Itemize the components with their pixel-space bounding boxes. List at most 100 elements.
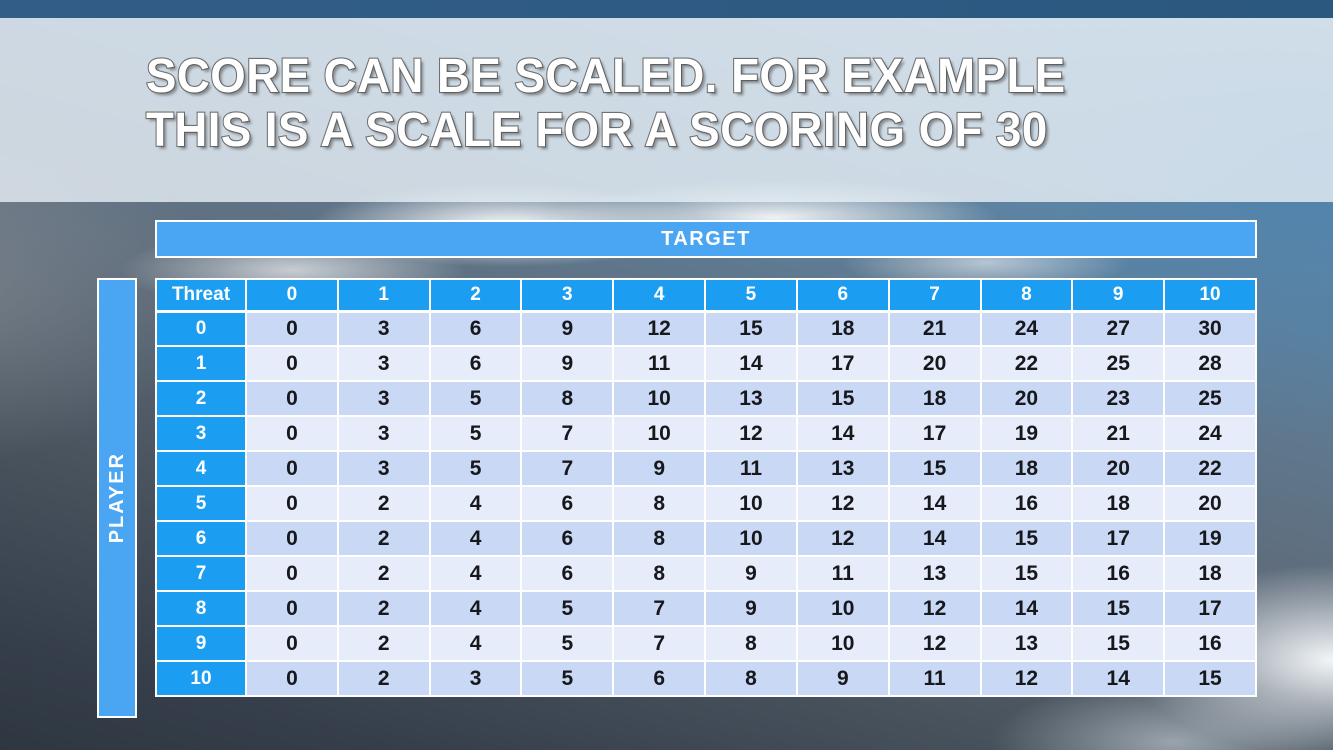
column-header-cell: 8 <box>979 278 1074 313</box>
score-cell: 19 <box>979 415 1074 452</box>
score-cell: 11 <box>887 660 982 697</box>
score-table-head: Threat 0 1 2 3 4 5 6 7 8 9 10 <box>155 278 1257 313</box>
score-cell: 4 <box>428 520 523 557</box>
score-cell: 11 <box>612 345 707 382</box>
score-cell: 9 <box>520 345 615 382</box>
score-cell: 10 <box>612 415 707 452</box>
score-cell: 4 <box>428 485 523 522</box>
score-cell: 15 <box>887 450 982 487</box>
score-cell: 9 <box>704 590 798 627</box>
score-cell: 2 <box>336 660 431 697</box>
column-header-cell: 1 <box>336 278 431 313</box>
score-cell: 6 <box>428 345 523 382</box>
score-cell: 7 <box>612 590 707 627</box>
row-header-cell: 2 <box>155 380 247 417</box>
column-header-cell: 6 <box>795 278 890 313</box>
score-cell: 10 <box>704 485 798 522</box>
row-header-cell: 3 <box>155 415 247 452</box>
row-header-cell: 1 <box>155 345 247 382</box>
score-cell: 0 <box>245 310 339 347</box>
score-cell: 3 <box>336 415 431 452</box>
score-cell: 18 <box>979 450 1074 487</box>
score-cell: 2 <box>336 555 431 592</box>
score-cell: 5 <box>520 625 615 662</box>
column-header-cell: 9 <box>1071 278 1166 313</box>
table-row: 0 0 3 6 9 12 15 18 21 24 27 30 <box>155 310 1257 347</box>
score-table: Threat 0 1 2 3 4 5 6 7 8 9 10 0 0 3 6 9 12 15 18 21 24 27 30 1 0… <box>155 278 1257 697</box>
score-cell: 20 <box>979 380 1074 417</box>
score-cell: 20 <box>887 345 982 382</box>
score-cell: 12 <box>795 520 890 557</box>
score-cell: 0 <box>245 450 339 487</box>
score-cell: 4 <box>428 555 523 592</box>
score-cell: 23 <box>1071 380 1166 417</box>
score-cell: 14 <box>1071 660 1166 697</box>
score-cell: 5 <box>520 660 615 697</box>
score-cell: 24 <box>1163 415 1257 452</box>
score-cell: 20 <box>1071 450 1166 487</box>
score-cell: 13 <box>979 625 1074 662</box>
score-cell: 2 <box>336 625 431 662</box>
slide-title: SCORE CAN BE SCALED. FOR EXAMPLE THIS IS… <box>145 49 1066 158</box>
row-header-cell: 0 <box>155 310 247 347</box>
score-cell: 21 <box>887 310 982 347</box>
score-cell: 15 <box>1163 660 1257 697</box>
score-cell: 8 <box>520 380 615 417</box>
title-band <box>0 18 1333 202</box>
score-cell: 20 <box>1163 485 1257 522</box>
score-cell: 6 <box>520 520 615 557</box>
score-cell: 19 <box>1163 520 1257 557</box>
score-cell: 10 <box>704 520 798 557</box>
score-cell: 3 <box>336 310 431 347</box>
column-header-cell: 3 <box>520 278 615 313</box>
score-cell: 28 <box>1163 345 1257 382</box>
score-cell: 21 <box>1071 415 1166 452</box>
player-label: PLAYER <box>105 452 128 544</box>
score-cell: 15 <box>979 520 1074 557</box>
score-cell: 10 <box>612 380 707 417</box>
row-header-cell: 9 <box>155 625 247 662</box>
score-cell: 22 <box>1163 450 1257 487</box>
score-cell: 7 <box>612 625 707 662</box>
score-cell: 0 <box>245 625 339 662</box>
score-cell: 4 <box>428 625 523 662</box>
score-cell: 15 <box>704 310 798 347</box>
score-cell: 14 <box>704 345 798 382</box>
score-cell: 25 <box>1163 380 1257 417</box>
score-cell: 18 <box>887 380 982 417</box>
score-cell: 8 <box>704 625 798 662</box>
score-cell: 4 <box>428 590 523 627</box>
score-cell: 8 <box>612 485 707 522</box>
score-cell: 5 <box>428 380 523 417</box>
score-cell: 12 <box>795 485 890 522</box>
score-cell: 16 <box>979 485 1074 522</box>
row-header-cell: 6 <box>155 520 247 557</box>
score-cell: 10 <box>795 625 890 662</box>
column-header-cell: 7 <box>887 278 982 313</box>
score-cell: 17 <box>795 345 890 382</box>
slide-title-line-1: SCORE CAN BE SCALED. FOR EXAMPLE <box>145 49 1066 104</box>
score-cell: 0 <box>245 520 339 557</box>
top-accent-bar <box>0 0 1333 18</box>
score-cell: 27 <box>1071 310 1166 347</box>
score-cell: 18 <box>795 310 890 347</box>
score-cell: 14 <box>979 590 1074 627</box>
score-cell: 15 <box>979 555 1074 592</box>
score-cell: 18 <box>1163 555 1257 592</box>
table-row: 6 0 2 4 6 8 10 12 14 15 17 19 <box>155 520 1257 557</box>
target-header-bar: TARGET <box>155 220 1257 258</box>
score-cell: 8 <box>612 520 707 557</box>
score-cell: 25 <box>1071 345 1166 382</box>
score-cell: 3 <box>428 660 523 697</box>
score-cell: 0 <box>245 415 339 452</box>
score-cell: 0 <box>245 345 339 382</box>
score-cell: 30 <box>1163 310 1257 347</box>
table-row: 5 0 2 4 6 8 10 12 14 16 18 20 <box>155 485 1257 522</box>
target-label: TARGET <box>661 227 751 250</box>
score-cell: 17 <box>887 415 982 452</box>
score-cell: 13 <box>704 380 798 417</box>
score-cell: 15 <box>1071 590 1166 627</box>
score-cell: 11 <box>795 555 890 592</box>
table-row: 10 0 2 3 5 6 8 9 11 12 14 15 <box>155 660 1257 697</box>
score-cell: 3 <box>336 450 431 487</box>
